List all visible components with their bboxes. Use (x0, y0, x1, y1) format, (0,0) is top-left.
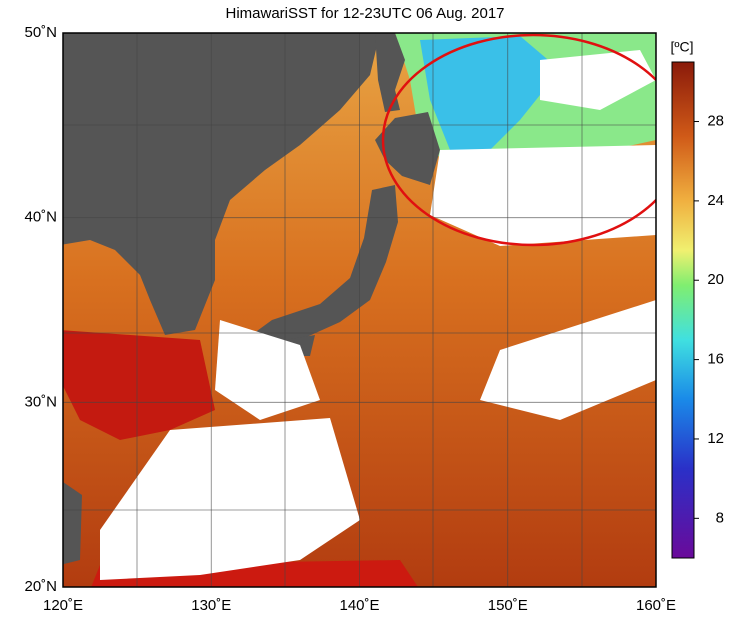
warm-water (63, 330, 215, 440)
land (375, 33, 405, 112)
cold-water (420, 36, 560, 160)
colorbar-tick-label: 24 (707, 192, 724, 209)
land (63, 482, 82, 565)
land (250, 185, 398, 346)
colorbar-tick-label: 20 (707, 271, 724, 288)
cloud (540, 50, 656, 110)
cloud (100, 418, 360, 580)
cloud (480, 300, 656, 420)
ticks: 120˚E 130˚E 140˚E 150˚E 160˚E 20˚N 30˚N 40˚N 50˚… (24, 24, 724, 614)
colorbar-tick-label: 12 (707, 430, 724, 447)
lat-tick-label: 20˚N (24, 578, 57, 595)
major-grid (63, 33, 656, 587)
lat-tick-label: 40˚N (24, 209, 57, 226)
map-title: HimawariSST for 12-23UTC 06 Aug. 2017 (225, 5, 504, 22)
colorbar-tick-label: 16 (707, 351, 724, 368)
lon-tick-label: 140˚E (339, 597, 379, 614)
lat-tick-label: 50˚N (24, 24, 57, 41)
lon-tick-label: 130˚E (191, 597, 231, 614)
colorbar-unit: [ºC] (670, 39, 693, 55)
lon-tick-label: 160˚E (636, 597, 676, 614)
lon-tick-label: 150˚E (488, 597, 528, 614)
lat-tick-label: 30˚N (24, 393, 57, 410)
map-area (63, 33, 656, 587)
land (375, 112, 440, 185)
colorbar-tick-label: 28 (707, 112, 724, 129)
colorbar (671, 61, 695, 559)
lon-tick-label: 120˚E (43, 597, 83, 614)
colorbar-tick-label: 8 (716, 509, 724, 526)
cloud (215, 320, 320, 420)
cloud (430, 145, 656, 246)
highlight-ellipse (381, 33, 656, 247)
map-frame (62, 32, 657, 588)
land (63, 33, 380, 335)
